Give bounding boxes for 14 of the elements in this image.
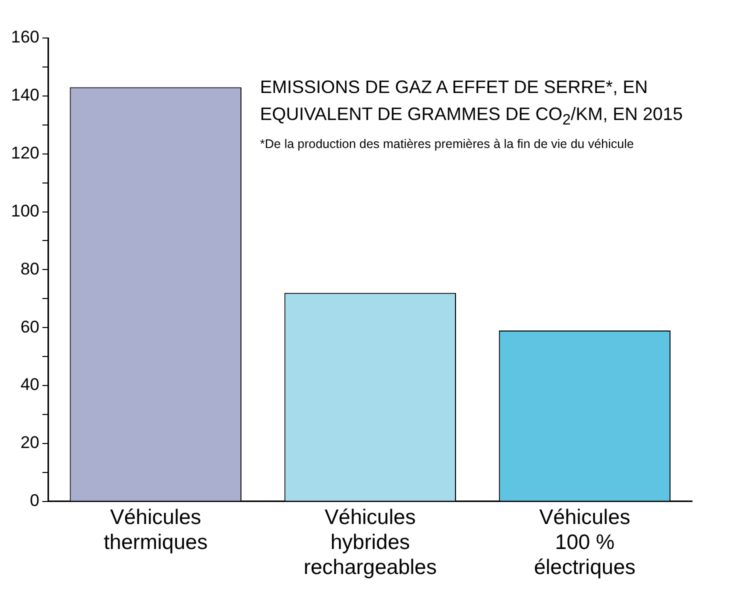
text: EMISSIONS DE GAZ A EFFET DE SERRE*, EN EQUIVALENT DE GRAMMES DE CO$_{2}$/KM, EN 2015: [260, 76, 684, 131]
y-tick-label: 20: [20, 433, 40, 452]
y-tick-label: 140: [10, 86, 40, 105]
y-tick-label: 80: [20, 259, 40, 278]
x-tick-label: Véhicules thermiques: [104, 506, 208, 554]
y-tick-label: 160: [10, 28, 40, 47]
y-tick-label: 100: [10, 201, 40, 220]
y-tick-label: 0: [30, 491, 40, 510]
annotation: *De la production des matières premières à la fin de vie du véhicule: [260, 136, 635, 151]
x-tick-label: Véhicules hybrides rechargeables: [304, 506, 437, 580]
y-tick-label: 40: [20, 375, 40, 394]
y-tick-label: 120: [10, 144, 40, 163]
y-tick-label: 60: [20, 317, 40, 336]
x-tick-label: Véhicules 100 % électriques: [534, 506, 636, 580]
